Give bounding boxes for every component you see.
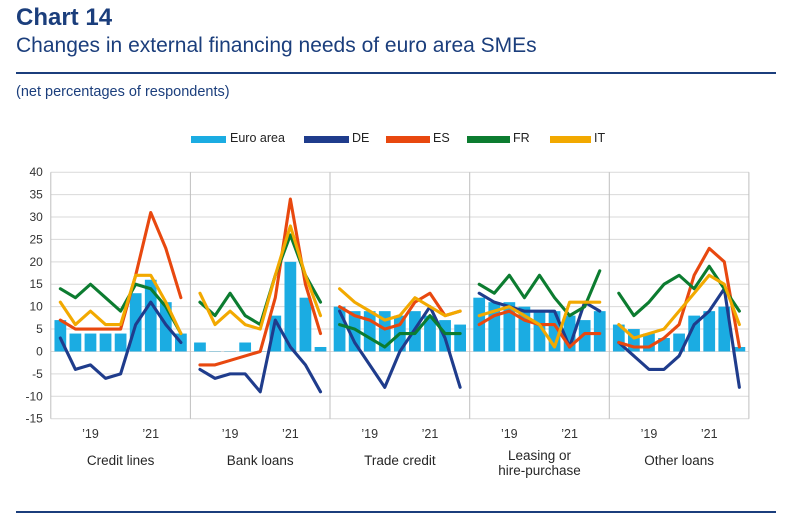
svg-text:0: 0	[36, 345, 43, 359]
svg-text:Other loans: Other loans	[644, 453, 714, 468]
svg-text:hire-purchase: hire-purchase	[498, 463, 581, 478]
svg-text:30: 30	[29, 210, 43, 224]
svg-text:’19: ’19	[82, 427, 99, 441]
svg-text:’19: ’19	[222, 427, 239, 441]
svg-text:25: 25	[29, 232, 43, 246]
svg-text:5: 5	[36, 322, 43, 336]
svg-text:35: 35	[29, 188, 43, 202]
svg-text:-15: -15	[25, 412, 43, 426]
svg-text:10: 10	[29, 300, 43, 314]
svg-text:’21: ’21	[422, 427, 439, 441]
svg-text:’21: ’21	[561, 427, 578, 441]
svg-text:Bank loans: Bank loans	[227, 453, 294, 468]
svg-text:Leasing or: Leasing or	[508, 448, 572, 463]
svg-text:15: 15	[29, 277, 43, 291]
svg-text:’19: ’19	[361, 427, 378, 441]
svg-text:Credit lines: Credit lines	[87, 453, 155, 468]
svg-text:’19: ’19	[641, 427, 658, 441]
svg-text:’21: ’21	[142, 427, 159, 441]
svg-text:-5: -5	[32, 367, 43, 381]
svg-text:Trade credit: Trade credit	[364, 453, 436, 468]
svg-text:20: 20	[29, 255, 43, 269]
svg-text:’21: ’21	[701, 427, 718, 441]
svg-text:’21: ’21	[282, 427, 299, 441]
svg-text:40: 40	[29, 165, 43, 179]
svg-text:’19: ’19	[501, 427, 518, 441]
svg-text:-10: -10	[25, 389, 43, 403]
